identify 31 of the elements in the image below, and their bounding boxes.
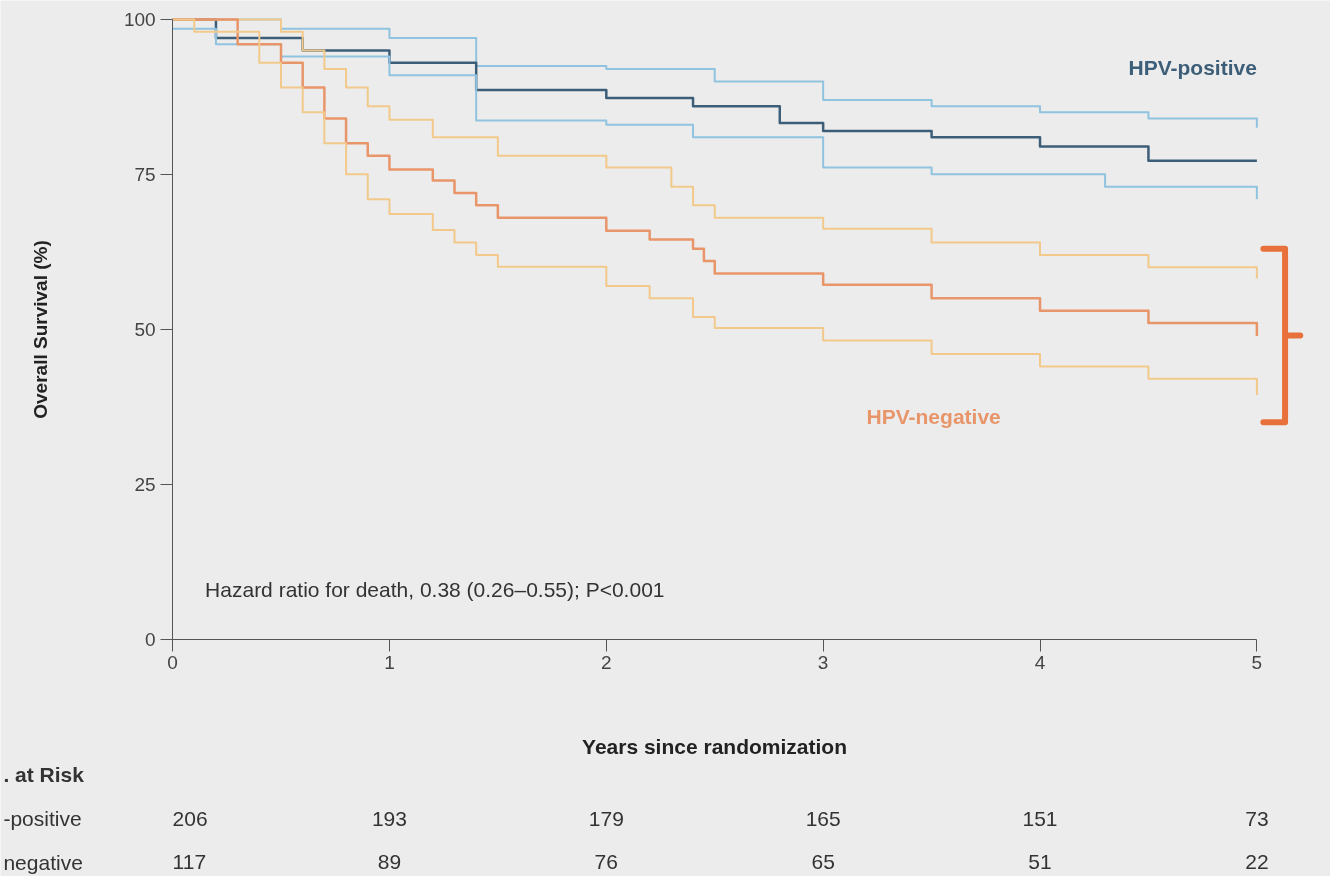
x-tick-label: 5 bbox=[1251, 652, 1263, 674]
text: 117 bbox=[172, 850, 207, 874]
x-tick-label: 0 bbox=[167, 652, 178, 674]
text: 165 bbox=[805, 806, 841, 830]
x-tick-label: 3 bbox=[817, 652, 829, 674]
annotation: Hazard ratio for death, 0.38 (0.26–0.55); P<0.001 bbox=[205, 578, 665, 602]
text: HPV-negative bbox=[866, 405, 1001, 429]
x-tick-label: 1 bbox=[384, 652, 395, 674]
text: 151 bbox=[1022, 806, 1058, 830]
x-axis-title: Years since randomization bbox=[582, 734, 847, 758]
text: 89 bbox=[377, 850, 402, 874]
y-tick-label: 0 bbox=[145, 628, 156, 650]
y-tick-label: 75 bbox=[134, 163, 156, 185]
text: 22 bbox=[1245, 850, 1269, 874]
text: 206 bbox=[172, 806, 208, 830]
y-tick-label: 50 bbox=[134, 318, 156, 340]
text: 65 bbox=[811, 850, 835, 874]
x-tick-label: 4 bbox=[1034, 652, 1046, 674]
text: 193 bbox=[371, 806, 407, 830]
text: 179 bbox=[588, 806, 624, 830]
text: HPV-positive bbox=[1128, 56, 1257, 80]
y-tick-label: 100 bbox=[123, 8, 156, 30]
text: 73 bbox=[1245, 806, 1269, 830]
y-axis-title: Overall Survival (%) bbox=[29, 240, 51, 419]
y-tick-label: 25 bbox=[134, 473, 156, 495]
text: 76 bbox=[594, 850, 618, 874]
text: negative bbox=[3, 850, 83, 874]
text: . at Risk bbox=[3, 762, 85, 786]
text: 51 bbox=[1028, 850, 1052, 874]
text: -positive bbox=[3, 807, 82, 831]
x-tick-label: 2 bbox=[601, 652, 612, 674]
